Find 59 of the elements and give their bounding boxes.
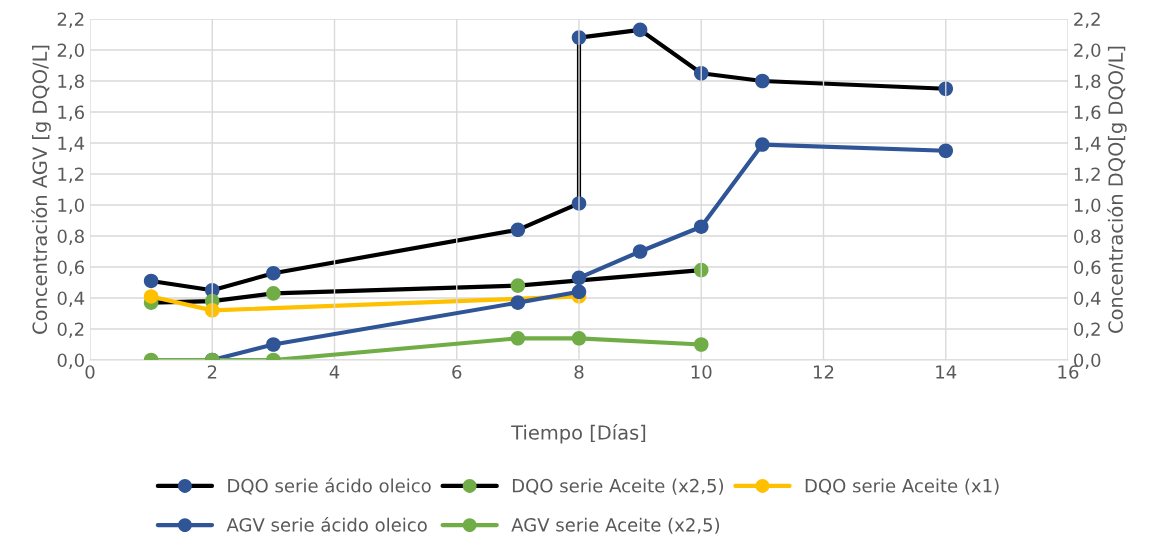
y-tick-label: 0,4 (57, 291, 85, 307)
x-axis-title: Tiempo [Días] (511, 424, 646, 444)
y2-tick-label: 1,4 (1074, 136, 1101, 152)
point (266, 337, 281, 352)
y-tick-label: 1,6 (58, 105, 84, 121)
x-tick-label: 6 (452, 365, 462, 379)
y-tick-label: 0,6 (57, 260, 84, 276)
y2-tick-label: 1,8 (1074, 74, 1101, 90)
x-tick-label: 2 (207, 365, 217, 379)
y-tick-label: 0,0 (57, 353, 84, 369)
legend-label: AGV serie Aceite (x2,5) (511, 517, 720, 534)
point (266, 265, 281, 281)
y2-tick-label: 2,2 (1074, 12, 1100, 28)
legend-label: DQO serie ácido oleico (228, 477, 431, 495)
point (510, 331, 526, 346)
point (693, 65, 709, 81)
point (693, 337, 709, 352)
point (755, 137, 770, 152)
point (755, 73, 770, 89)
x-tick-label: 4 (329, 365, 340, 379)
legend-label: AGV serie ácido oleico (226, 516, 427, 532)
y-tick-label: 2,0 (57, 43, 84, 59)
y2-tick-label: 2,0 (1074, 43, 1101, 59)
x-tick-label: 0 (85, 365, 95, 379)
point (143, 289, 159, 304)
y-tick-label: 2,2 (57, 12, 84, 28)
point (571, 284, 587, 300)
point (938, 143, 954, 159)
y-tick-label: 1,2 (58, 167, 84, 183)
point (510, 295, 526, 310)
y2-tick-label: 0,4 (1074, 291, 1101, 307)
y2-tick-label: 1,6 (1074, 105, 1101, 121)
y-axis-title: Concentración AGV [g DQO/L] (31, 45, 51, 334)
y-tick-label: 1,8 (58, 74, 84, 90)
point (632, 244, 648, 259)
y2-tick-label: 0,6 (1074, 260, 1101, 276)
x-tick-label: 12 (814, 365, 834, 379)
point (632, 22, 648, 38)
x-tick-label: 10 (691, 365, 712, 379)
y-tick-label: 0,8 (57, 229, 84, 245)
x-tick-label: 8 (574, 365, 584, 379)
y2-tick-label: 1,0 (1074, 198, 1101, 214)
point (693, 219, 709, 234)
point (266, 286, 281, 301)
y2-tick-label: 1,2 (1074, 167, 1100, 183)
point (143, 273, 159, 289)
y-tick-label: 1,4 (58, 136, 85, 152)
point (510, 278, 526, 293)
y-tick-label: 1,0 (58, 198, 84, 214)
x-tick-label: 14 (936, 365, 957, 379)
y2-axis-title: Concentración DQO[g DQO/L] (1107, 46, 1127, 333)
point (571, 331, 587, 346)
point (571, 270, 587, 286)
y-tick-label: 0,2 (57, 322, 84, 338)
y2-tick-label: 0,8 (1074, 229, 1101, 245)
y2-tick-label: 0,2 (1074, 322, 1100, 338)
legend-label: DQO serie Aceite (x2,5) (512, 478, 724, 495)
point (510, 222, 526, 238)
legend-label: DQO serie Aceite (x1) (805, 478, 999, 495)
